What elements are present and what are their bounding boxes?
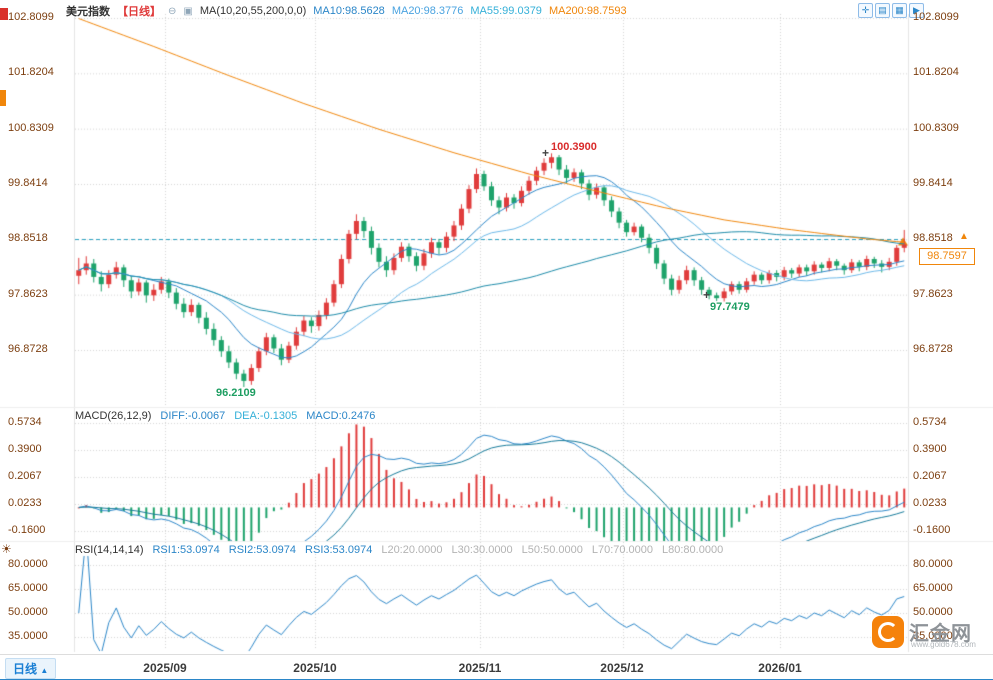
rsi-header: RSI(14,14,14) RSI1:53.0974 RSI2:53.0974 … bbox=[75, 544, 723, 556]
collapse-icon[interactable]: ⊖ bbox=[168, 5, 177, 17]
y-axis-label: 96.8728 bbox=[913, 343, 953, 355]
high-price-annotation: 100.3900 bbox=[551, 141, 597, 153]
y-axis-label: 101.8204 bbox=[913, 66, 959, 78]
y-axis-label: 96.8728 bbox=[8, 343, 48, 355]
price-axis-arrow-icon: ▲ bbox=[959, 231, 969, 242]
rsi-l80-label: L80:80.0000 bbox=[662, 544, 724, 556]
logo-arc bbox=[878, 622, 898, 642]
ma-settings-label: MA(10,20,55,200,0,0) bbox=[199, 5, 307, 17]
macd-axis-label: 0.3900 bbox=[8, 443, 42, 455]
macd-dea-value: DEA:-0.1305 bbox=[234, 410, 298, 422]
macd-axis-label: -0.1600 bbox=[8, 524, 46, 536]
macd-diff-value: DIFF:-0.0067 bbox=[160, 410, 226, 422]
x-axis-label: 2025/10 bbox=[293, 661, 337, 675]
x-axis-label: 2025/09 bbox=[143, 661, 187, 675]
ma-chart-icon[interactable]: ▣ bbox=[183, 5, 193, 17]
x-axis-label: 2026/01 bbox=[758, 661, 802, 675]
macd-axis-label: 0.0233 bbox=[913, 497, 947, 509]
rsi3-value: RSI3:53.0974 bbox=[305, 544, 373, 556]
macd-axis-label: 0.3900 bbox=[913, 443, 947, 455]
chevron-up-icon: ▲ bbox=[40, 666, 49, 675]
ma55-value: MA55:99.0379 bbox=[470, 5, 542, 17]
macd-title: MACD(26,12,9) bbox=[75, 410, 152, 422]
y-axis-label: 102.8099 bbox=[913, 11, 959, 23]
list-icon[interactable]: ▤ bbox=[875, 3, 890, 18]
chart-toolbar: ✛ ▤ ▦ ▶ bbox=[858, 3, 924, 18]
y-axis-label: 100.8309 bbox=[913, 122, 959, 134]
rsi2-value: RSI2:53.0974 bbox=[228, 544, 297, 556]
time-axis-bar: 日线 ▲ 2025/09 2025/10 2025/11 2025/12 202… bbox=[0, 654, 993, 680]
y-axis-label: 98.8518 bbox=[913, 232, 953, 244]
x-axis-label: 2025/11 bbox=[458, 661, 502, 675]
last-price-tag: 98.7597 bbox=[919, 248, 975, 265]
crosshair-icon[interactable]: ✛ bbox=[858, 3, 873, 18]
high-marker-icon: + bbox=[542, 146, 550, 160]
period-tag: 【日线】 bbox=[117, 6, 161, 18]
huijin-logo bbox=[872, 616, 904, 648]
rsi-axis-label: 35.0000 bbox=[8, 630, 48, 642]
rsi-axis-label: 80.0000 bbox=[913, 558, 953, 570]
rsi-axis-label: 80.0000 bbox=[8, 558, 48, 570]
rsi1-value: RSI1:53.0974 bbox=[152, 544, 220, 556]
watermark-name: 汇金网 bbox=[909, 623, 972, 645]
ma200-value: MA200:98.7593 bbox=[548, 5, 627, 17]
rsi-title: RSI(14,14,14) bbox=[75, 544, 144, 556]
rsi-axis-label: 65.0000 bbox=[8, 582, 48, 594]
y-axis-label: 97.8623 bbox=[8, 288, 48, 300]
low-marker-icon: + bbox=[703, 288, 711, 302]
y-axis-label: 98.8518 bbox=[8, 232, 48, 244]
macd-axis-label: 0.5734 bbox=[913, 416, 947, 428]
ma20-value: MA20:98.3776 bbox=[391, 5, 464, 17]
rsi-axis-label: 65.0000 bbox=[913, 582, 953, 594]
period-tab-daily[interactable]: 日线 ▲ bbox=[5, 658, 57, 679]
y-axis-label: 102.8099 bbox=[8, 11, 54, 23]
main-chart-header: 美元指数 【日线】 ⊖ ▣ MA(10,20,55,200,0,0) MA10:… bbox=[66, 3, 627, 19]
dec-low-annotation: 97.7479 bbox=[710, 301, 750, 313]
macd-axis-label: -0.1600 bbox=[913, 524, 951, 536]
rsi-axis-label: 35.0000 bbox=[913, 630, 953, 642]
macd-value: MACD:0.2476 bbox=[306, 410, 376, 422]
edge-marker-orange bbox=[0, 90, 6, 106]
macd-axis-label: 0.2067 bbox=[8, 470, 42, 482]
ma10-value: MA10:98.5628 bbox=[313, 5, 385, 17]
watermark-url: www.gold678.com bbox=[911, 640, 976, 649]
symbol-title: 美元指数 bbox=[66, 6, 110, 18]
low-price-annotation: 96.2109 bbox=[216, 387, 256, 399]
macd-header: MACD(26,12,9) DIFF:-0.0067 DEA:-0.1305 M… bbox=[75, 410, 375, 422]
macd-axis-label: 0.5734 bbox=[8, 416, 42, 428]
y-axis-label: 97.8623 bbox=[913, 288, 953, 300]
edge-marker-red bbox=[0, 8, 8, 20]
y-axis-label: 100.8309 bbox=[8, 122, 54, 134]
macd-axis-label: 0.0233 bbox=[8, 497, 42, 509]
rsi-l70-label: L70:70.0000 bbox=[591, 544, 654, 556]
grid-icon[interactable]: ▦ bbox=[892, 3, 907, 18]
x-axis-label: 2025/12 bbox=[600, 661, 644, 675]
macd-axis-label: 0.2067 bbox=[913, 470, 947, 482]
rsi-axis-label: 50.0000 bbox=[913, 606, 953, 618]
rsi-l20-label: L20:20.0000 bbox=[381, 544, 443, 556]
y-axis-label: 99.8414 bbox=[913, 177, 953, 189]
settings-sun-icon[interactable]: ☀ bbox=[1, 542, 12, 556]
y-axis-label: 99.8414 bbox=[8, 177, 48, 189]
y-axis-label: 101.8204 bbox=[8, 66, 54, 78]
rsi-l50-label: L50:50.0000 bbox=[521, 544, 583, 556]
play-icon[interactable]: ▶ bbox=[909, 3, 924, 18]
rsi-axis-label: 50.0000 bbox=[8, 606, 48, 618]
rsi-l30-label: L30:30.0000 bbox=[451, 544, 513, 556]
